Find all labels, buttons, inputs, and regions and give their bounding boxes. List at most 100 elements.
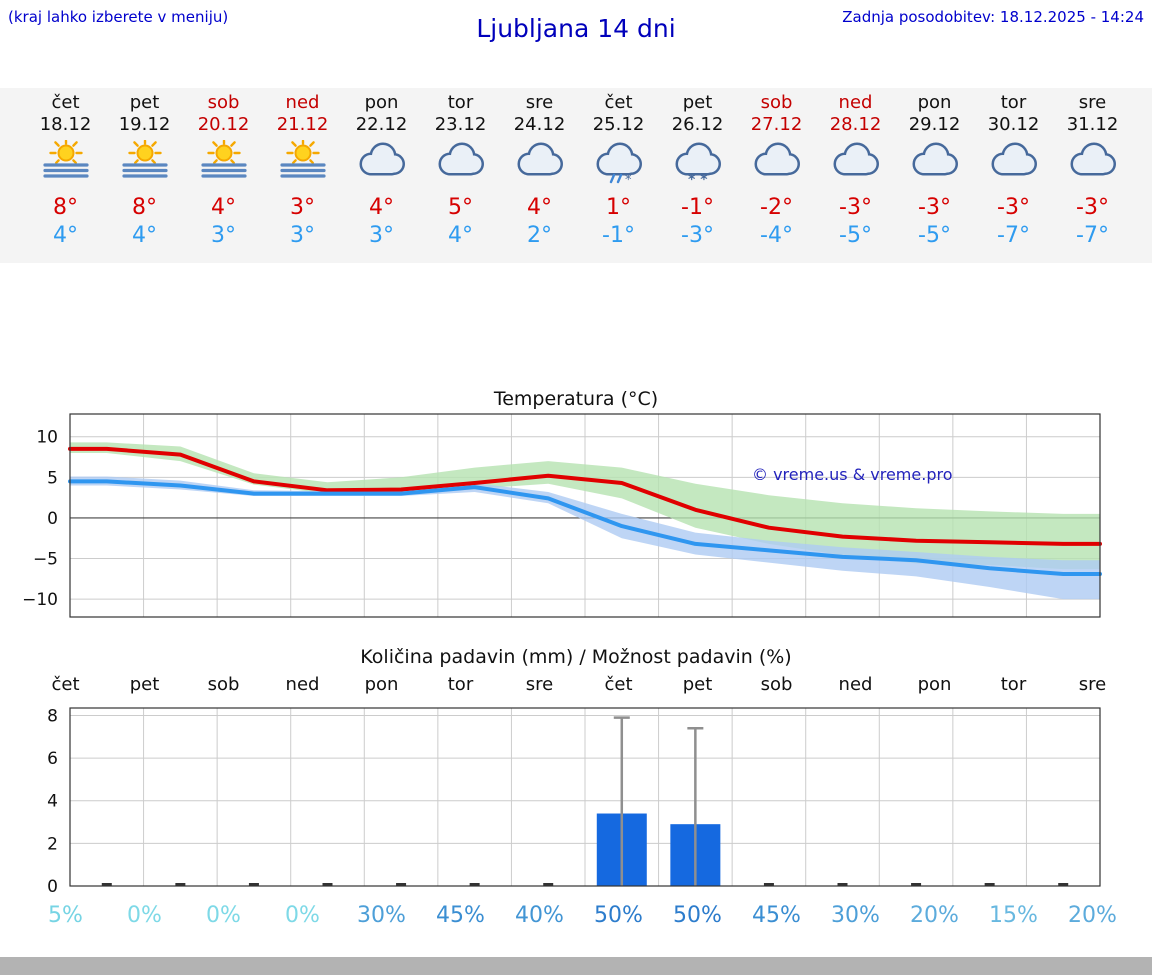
high-temp: -2° — [760, 195, 793, 220]
cloud-icon — [737, 139, 816, 187]
forecast-day: sob 27.12 -2° -4° — [737, 92, 816, 263]
day-date: 29.12 — [908, 114, 961, 135]
cloud-icon — [895, 139, 974, 187]
forecast-day: pon 29.12 -3° -5° — [895, 92, 974, 263]
high-temp: 1° — [606, 195, 631, 220]
svg-text:* *: * * — [688, 172, 708, 186]
precip-probability: 0% — [285, 903, 320, 928]
sun-haze-icon — [184, 139, 263, 187]
svg-text:*: * — [625, 173, 632, 186]
forecast-day: pet 26.12 * * -1° -3° — [658, 92, 737, 263]
cloud-icon — [974, 139, 1053, 187]
precip-day-label: sob — [207, 674, 240, 695]
low-temp: 3° — [369, 223, 394, 248]
forecast-day: sob 20.12 4° 3° — [184, 92, 263, 263]
svg-text:6: 6 — [47, 749, 58, 769]
precip-probability: 50% — [594, 903, 643, 928]
forecast-day: sre 31.12 -3° -7° — [1053, 92, 1132, 263]
precip-day-label: tor — [447, 674, 474, 695]
precip-day-label: sob — [760, 674, 793, 695]
sun-haze-icon — [105, 139, 184, 187]
precip-day-labels: čet pet sob ned pon tor sre čet pet sob ned pon tor s… — [0, 674, 1152, 695]
precip-day-label: pet — [129, 674, 160, 695]
low-temp: -4° — [760, 223, 793, 248]
precip-probability: 0% — [206, 903, 241, 928]
forecast-day: ned 21.12 3° 3° — [263, 92, 342, 263]
day-date: 23.12 — [434, 114, 487, 135]
day-name: pon — [364, 92, 399, 113]
high-temp: -1° — [681, 195, 714, 220]
menu-hint: (kraj lahko izberete v meniju) — [8, 8, 229, 26]
precip-probability: 50% — [673, 903, 722, 928]
low-temp: -7° — [1076, 223, 1109, 248]
precip-day-label: pon — [364, 674, 399, 695]
day-date: 26.12 — [671, 114, 724, 135]
day-name: čet — [51, 92, 80, 113]
forecast-day: sre 24.12 4° 2° — [500, 92, 579, 263]
forecast-day: pet 19.12 8° 4° — [105, 92, 184, 263]
high-temp: -3° — [997, 195, 1030, 220]
low-temp: 4° — [53, 223, 78, 248]
day-name: pet — [682, 92, 713, 113]
temperature-chart: −10 −5 0 5 10 © vreme.us & vreme.pro — [22, 413, 1102, 618]
day-date: 28.12 — [829, 114, 882, 135]
precipitation-chart-title: Količina padavin (mm) / Možnost padavin … — [360, 646, 792, 668]
precip-day-label: čet — [604, 674, 633, 695]
day-name: ned — [838, 92, 873, 113]
svg-text:10: 10 — [36, 428, 58, 448]
day-name: tor — [1000, 92, 1027, 113]
precip-probability: 15% — [989, 903, 1038, 928]
day-name: pet — [129, 92, 160, 113]
low-temp: -3° — [681, 223, 714, 248]
low-temp: 3° — [290, 223, 315, 248]
high-temp: 4° — [369, 195, 394, 220]
precip-probability: 30% — [831, 903, 880, 928]
low-temp: 4° — [448, 223, 473, 248]
precip-probability: 40% — [515, 903, 564, 928]
low-temp: -7° — [997, 223, 1030, 248]
day-name: sre — [525, 92, 554, 113]
low-temp: -1° — [602, 223, 635, 248]
high-temp: -3° — [918, 195, 951, 220]
day-date: 24.12 — [513, 114, 566, 135]
precip-probability: 20% — [1068, 903, 1117, 928]
forecast-day: ned 28.12 -3° -5° — [816, 92, 895, 263]
svg-text:0: 0 — [47, 509, 58, 529]
day-name: čet — [604, 92, 633, 113]
precip-probability: 45% — [436, 903, 485, 928]
day-name: pon — [917, 92, 952, 113]
high-temp: 8° — [53, 195, 78, 220]
day-name: sre — [1078, 92, 1107, 113]
high-temp: -3° — [839, 195, 872, 220]
precip-probability-row: 5% 0% 0% 0% 30% 45% 40% 50% 50% 45% 30% 20% 15% 20% — [0, 903, 1152, 928]
high-temp: -3° — [1076, 195, 1109, 220]
precip-day-label: ned — [285, 674, 320, 695]
forecast-strip: čet 18.12 8° 4° pet 19.12 8° 4° sob 20.12 4° 3° ned 2… — [0, 88, 1152, 263]
cloud-icon — [421, 139, 500, 187]
day-date: 18.12 — [39, 114, 92, 135]
day-name: sob — [207, 92, 240, 113]
day-name: ned — [285, 92, 320, 113]
svg-text:4: 4 — [47, 792, 58, 812]
forecast-day: tor 30.12 -3° -7° — [974, 92, 1053, 263]
precip-day-label: pet — [682, 674, 713, 695]
day-date: 27.12 — [750, 114, 803, 135]
precip-day-label: ned — [838, 674, 873, 695]
low-temp: -5° — [918, 223, 951, 248]
day-date: 20.12 — [197, 114, 250, 135]
precip-probability: 45% — [752, 903, 801, 928]
day-date: 19.12 — [118, 114, 171, 135]
high-temp: 4° — [527, 195, 552, 220]
day-date: 25.12 — [592, 114, 645, 135]
cloud-icon — [500, 139, 579, 187]
low-temp: -5° — [839, 223, 872, 248]
svg-text:8: 8 — [47, 706, 58, 726]
precip-day-label: sre — [525, 674, 554, 695]
footer-bar — [0, 957, 1152, 975]
day-date: 30.12 — [987, 114, 1040, 135]
precipitation-chart: 0 2 4 6 8 — [47, 706, 1101, 897]
last-updated: Zadnja posodobitev: 18.12.2025 - 14:24 — [842, 8, 1144, 26]
day-date: 22.12 — [355, 114, 408, 135]
precip-day-label: pon — [917, 674, 952, 695]
precip-probability: 0% — [127, 903, 162, 928]
